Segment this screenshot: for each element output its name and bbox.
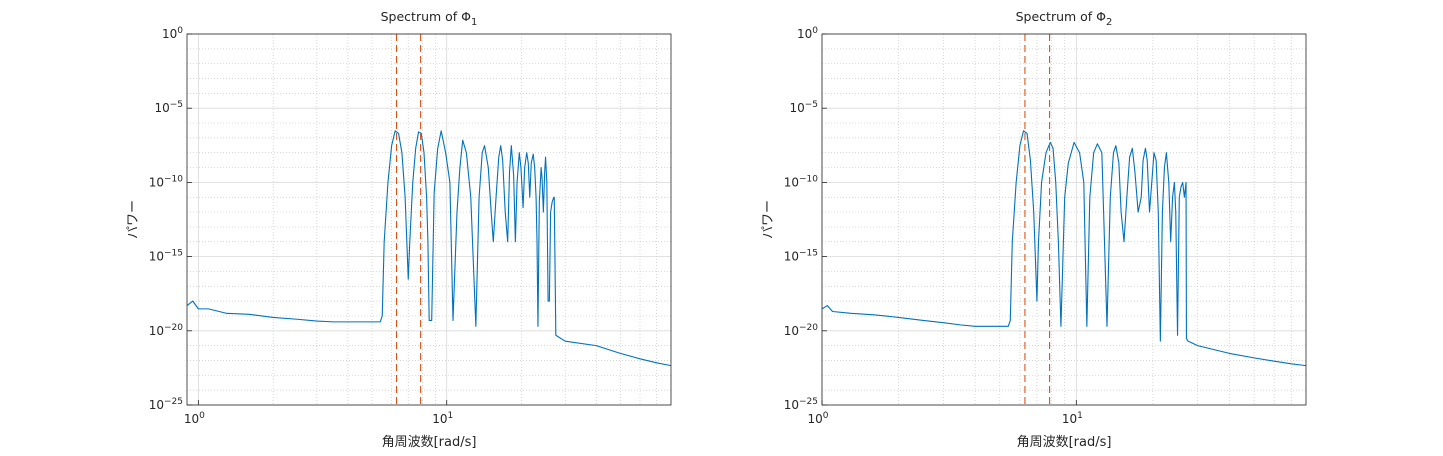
- y-tick-label: 10−10: [149, 174, 184, 189]
- y-axis-label: パワー: [126, 200, 141, 239]
- chart-title: Spectrum of Φ1: [381, 9, 478, 28]
- y-tick-label: 10−5: [154, 100, 183, 115]
- y-tick-label: 10−20: [149, 323, 184, 338]
- spectrum-line-1: [187, 130, 671, 367]
- chart-panel-2: 100 101 100 10−5 10−10 10−15 10−20 10−25 Spectru…: [761, 9, 1307, 450]
- y-tick-label: 10−15: [784, 249, 818, 264]
- chart-panel-1: 100 101 100 10−5 10−10 10−15 10−20 10−25 Spectru…: [126, 9, 672, 450]
- y-tick-label: 100: [797, 26, 818, 41]
- axes-box: [821, 33, 1307, 406]
- y-tick-label: 10−10: [784, 174, 819, 189]
- x-tick-label: 101: [1062, 411, 1083, 426]
- grid: [821, 33, 1306, 406]
- chart-title: Spectrum of Φ2: [1016, 9, 1113, 28]
- y-tick-label: 100: [162, 26, 183, 41]
- y-tick-label: 10−15: [149, 249, 183, 264]
- x-tick-label: 101: [432, 411, 453, 426]
- spectrum-line-1: [822, 130, 1306, 367]
- x-axis-label: 角周波数[rad/s]: [382, 435, 477, 450]
- x-tick-label: 100: [807, 411, 828, 426]
- x-axis-label: 角周波数[rad/s]: [1017, 435, 1112, 450]
- plot-area: [187, 34, 671, 405]
- y-tick-label: 10−5: [789, 100, 818, 115]
- y-tick-label: 10−20: [784, 323, 819, 338]
- y-tick-label: 10−25: [784, 397, 818, 412]
- y-tick-label: 10−25: [149, 397, 183, 412]
- x-tick-label: 100: [184, 411, 205, 426]
- y-axis-label: パワー: [761, 200, 776, 239]
- axes-box: [186, 33, 672, 406]
